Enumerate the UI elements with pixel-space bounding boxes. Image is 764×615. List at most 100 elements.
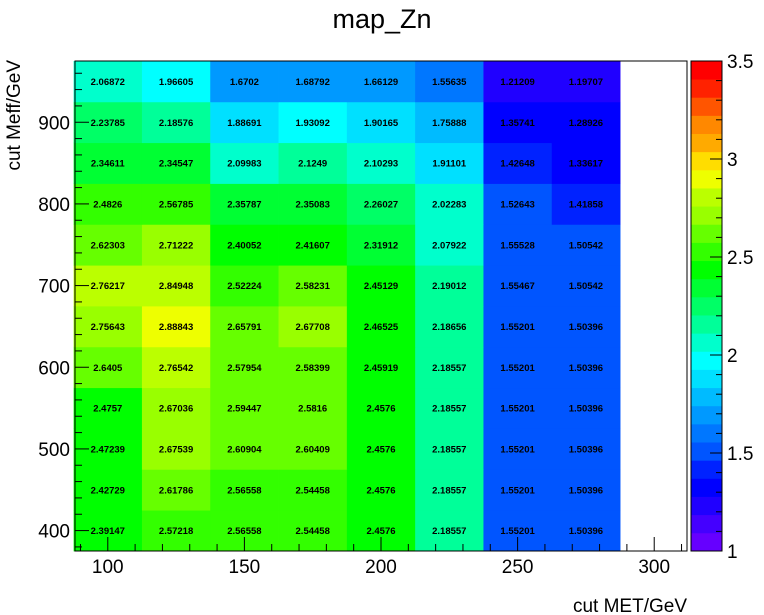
y-axis-title: cut Meff/GeV (4, 60, 25, 171)
cell-value-label: 2.76217 (91, 281, 125, 292)
heatmap-cell (73, 224, 143, 266)
cell-value-label: 1.88691 (227, 118, 262, 129)
cell-value-label: 2.34547 (159, 159, 193, 170)
cell-value-label: 2.45129 (364, 281, 398, 292)
heatmap-cell (551, 224, 621, 266)
cell-value-label: 1.50542 (569, 281, 603, 292)
cell-value-label: 2.18576 (159, 118, 193, 129)
cell-value-label: 2.07922 (432, 240, 466, 251)
cell-value-label: 2.1249 (298, 159, 327, 170)
cell-value-label: 2.41607 (296, 240, 330, 251)
heatmap-cell (551, 142, 621, 184)
cell-value-label: 1.55201 (500, 404, 535, 415)
heatmap-cell (415, 142, 484, 184)
heatmap-cell (551, 346, 621, 389)
heatmap-cell (278, 306, 348, 348)
heatmap-cell (483, 183, 553, 225)
cell-value-label: 2.65791 (227, 322, 262, 333)
cell-value-label: 1.55635 (432, 77, 467, 88)
cell-value-label: 1.52643 (500, 199, 534, 210)
heatmap-cell (141, 224, 211, 266)
heatmap-cell (278, 510, 348, 552)
cell-value-label: 2.60409 (296, 444, 330, 455)
heatmap-cell (483, 306, 553, 348)
cell-value-label: 1.90165 (364, 118, 399, 129)
cell-value-label: 2.4576 (366, 526, 395, 537)
heatmap-cell (141, 346, 211, 389)
heatmap-cell (278, 346, 348, 389)
heatmap-cell (551, 183, 621, 225)
palette-tick-label: 3.5 (727, 52, 753, 73)
cell-value-label: 2.58231 (296, 281, 331, 292)
heatmap-cell (346, 306, 416, 348)
palette-tick-label: 1 (727, 542, 738, 563)
cell-value-label: 2.18656 (432, 322, 466, 333)
cell-value-label: 2.02283 (432, 199, 466, 210)
cell-value-label: 2.18557 (432, 444, 466, 455)
heatmap-cell (483, 61, 553, 103)
cell-value-label: 2.84948 (159, 281, 193, 292)
cell-value-label: 1.75888 (432, 118, 466, 129)
heatmap-cells (73, 61, 621, 552)
heatmap-cell (483, 142, 553, 184)
heatmap-cell (141, 306, 211, 348)
heatmap-cell (73, 306, 143, 348)
cell-value-label: 1.50396 (569, 526, 603, 537)
heatmap-cell (210, 346, 279, 389)
palette-swatch (691, 478, 722, 497)
cell-value-label: 2.31912 (364, 240, 398, 251)
palette-swatch (691, 460, 722, 479)
color-palette: 1 1.5 2 2.5 3 3.5 (690, 52, 753, 563)
cell-value-label: 2.46525 (364, 322, 399, 333)
cell-value-label: 2.18557 (432, 526, 466, 537)
palette-swatch (691, 333, 722, 352)
palette-frame (690, 60, 723, 552)
x-tick-label: 300 (638, 557, 670, 578)
heatmap-cell (278, 265, 348, 307)
cell-value-label: 2.67708 (296, 322, 330, 333)
palette-swatch (691, 405, 722, 425)
cell-value-label: 2.56558 (227, 526, 261, 537)
heatmap-cell (141, 387, 211, 429)
palette-tick-label: 2.5 (727, 248, 753, 269)
heatmap-cell (483, 101, 553, 144)
cell-value-label: 2.71222 (159, 240, 193, 251)
heatmap-cell (278, 61, 348, 103)
cell-value-label: 2.67036 (159, 404, 193, 415)
cell-value-label: 2.56785 (159, 199, 194, 210)
cell-value-label: 2.54458 (296, 526, 330, 537)
cell-value-label: 1.21209 (500, 77, 534, 88)
heatmap-cell (278, 142, 348, 184)
cell-value-label: 2.56558 (227, 485, 261, 496)
palette-swatch (691, 97, 722, 116)
heatmap-cell (141, 142, 211, 184)
cell-value-label: 2.40052 (227, 240, 261, 251)
plot-axes: 100 150 200 250 300 400 500 600 700 800 900 (38, 61, 687, 578)
heatmap-cell (551, 306, 621, 348)
cell-value-label: 2.6405 (93, 363, 123, 374)
heatmap-cell (210, 387, 279, 429)
heatmap-cell (415, 224, 484, 266)
cell-value-label: 2.4576 (366, 444, 395, 455)
heatmap-cell (210, 224, 279, 266)
heatmap-cell (141, 469, 211, 511)
palette-swatch (691, 242, 722, 262)
heatmap-cell (483, 224, 553, 266)
cell-value-label: 1.55201 (500, 526, 535, 537)
heatmap-cell (483, 469, 553, 511)
heatmap-cell (73, 61, 143, 103)
palette-swatch (691, 296, 722, 316)
heatmap-cell (415, 265, 484, 307)
heatmap-cell (210, 306, 279, 348)
palette-swatch (691, 514, 722, 534)
palette-tick-label: 3 (727, 150, 738, 171)
cell-value-label: 2.57954 (227, 363, 262, 374)
heatmap-cell (551, 101, 621, 144)
palette-swatch (691, 133, 722, 153)
cell-value-label: 1.33617 (569, 159, 603, 170)
palette-swatch (691, 260, 722, 280)
palette-tick-label: 2 (727, 346, 738, 367)
heatmap-cell (551, 387, 621, 429)
heatmap-cell (483, 346, 553, 389)
heatmap-cell (73, 387, 143, 429)
